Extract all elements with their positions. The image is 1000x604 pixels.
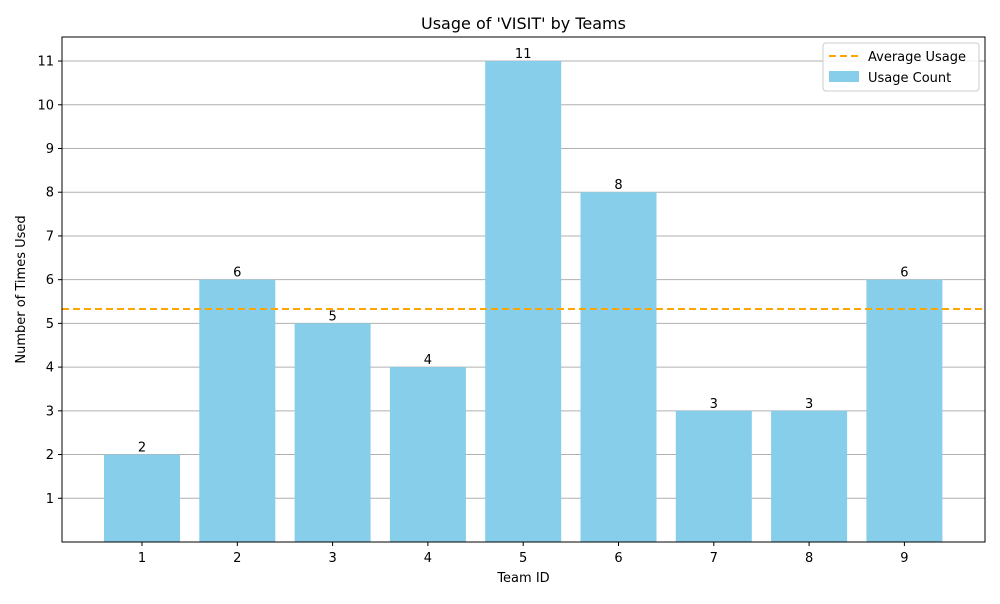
x-axis-label: Team ID xyxy=(496,571,549,586)
y-axis-label: Number of Times Used xyxy=(14,215,29,363)
y-tick-label: 4 xyxy=(46,361,54,376)
legend-label-usage: Usage Count xyxy=(868,71,951,86)
y-tick-label: 3 xyxy=(46,404,54,419)
bar-value-label: 6 xyxy=(900,266,908,281)
bar xyxy=(485,61,562,543)
bar-value-label: 8 xyxy=(614,178,622,193)
legend-swatch-usage xyxy=(829,71,859,82)
bar xyxy=(104,454,180,542)
legend-label-average: Average Usage xyxy=(868,50,966,65)
bars xyxy=(104,61,943,543)
legend-box xyxy=(822,42,980,92)
x-tick-label: 6 xyxy=(614,551,622,566)
x-tick-label: 8 xyxy=(805,551,813,566)
bar xyxy=(294,323,371,542)
bar-value-label: 6 xyxy=(233,266,241,281)
bar xyxy=(675,410,752,542)
y-tick-label: 11 xyxy=(37,55,54,70)
x-tick-label: 7 xyxy=(710,551,718,566)
y-tick-label: 9 xyxy=(46,142,54,157)
bar xyxy=(389,367,466,542)
bar-value-label: 4 xyxy=(424,353,432,368)
x-tick-label: 1 xyxy=(138,551,146,566)
bar xyxy=(580,192,657,543)
bar xyxy=(866,279,943,542)
bar-value-label: 3 xyxy=(805,397,813,412)
x-axis-ticks: 1 2 3 4 5 6 7 8 9 xyxy=(138,542,909,566)
y-tick-label: 7 xyxy=(46,229,54,244)
bar-value-label: 11 xyxy=(515,47,532,62)
y-tick-label: 6 xyxy=(46,273,54,288)
bar xyxy=(771,410,848,542)
y-tick-label: 1 xyxy=(46,492,54,507)
bar-value-label: 5 xyxy=(328,309,336,324)
bar-value-label: 2 xyxy=(138,441,146,456)
y-tick-label: 8 xyxy=(46,186,54,201)
y-axis-ticks: 1 2 3 4 5 6 7 8 9 10 11 xyxy=(37,55,62,507)
y-tick-label: 5 xyxy=(46,317,54,332)
x-tick-label: 5 xyxy=(519,551,527,566)
x-tick-label: 3 xyxy=(328,551,336,566)
x-tick-label: 9 xyxy=(900,551,908,566)
legend: Average Usage Usage Count xyxy=(822,42,980,92)
y-tick-label: 10 xyxy=(37,98,54,113)
bar xyxy=(199,279,276,542)
chart-title: Usage of 'VISIT' by Teams xyxy=(421,14,626,33)
bar-value-label: 3 xyxy=(710,397,718,412)
x-tick-label: 4 xyxy=(424,551,432,566)
y-tick-label: 2 xyxy=(46,448,54,463)
bar-value-labels: 2 6 5 4 11 8 3 3 6 xyxy=(138,47,909,456)
x-tick-label: 2 xyxy=(233,551,241,566)
